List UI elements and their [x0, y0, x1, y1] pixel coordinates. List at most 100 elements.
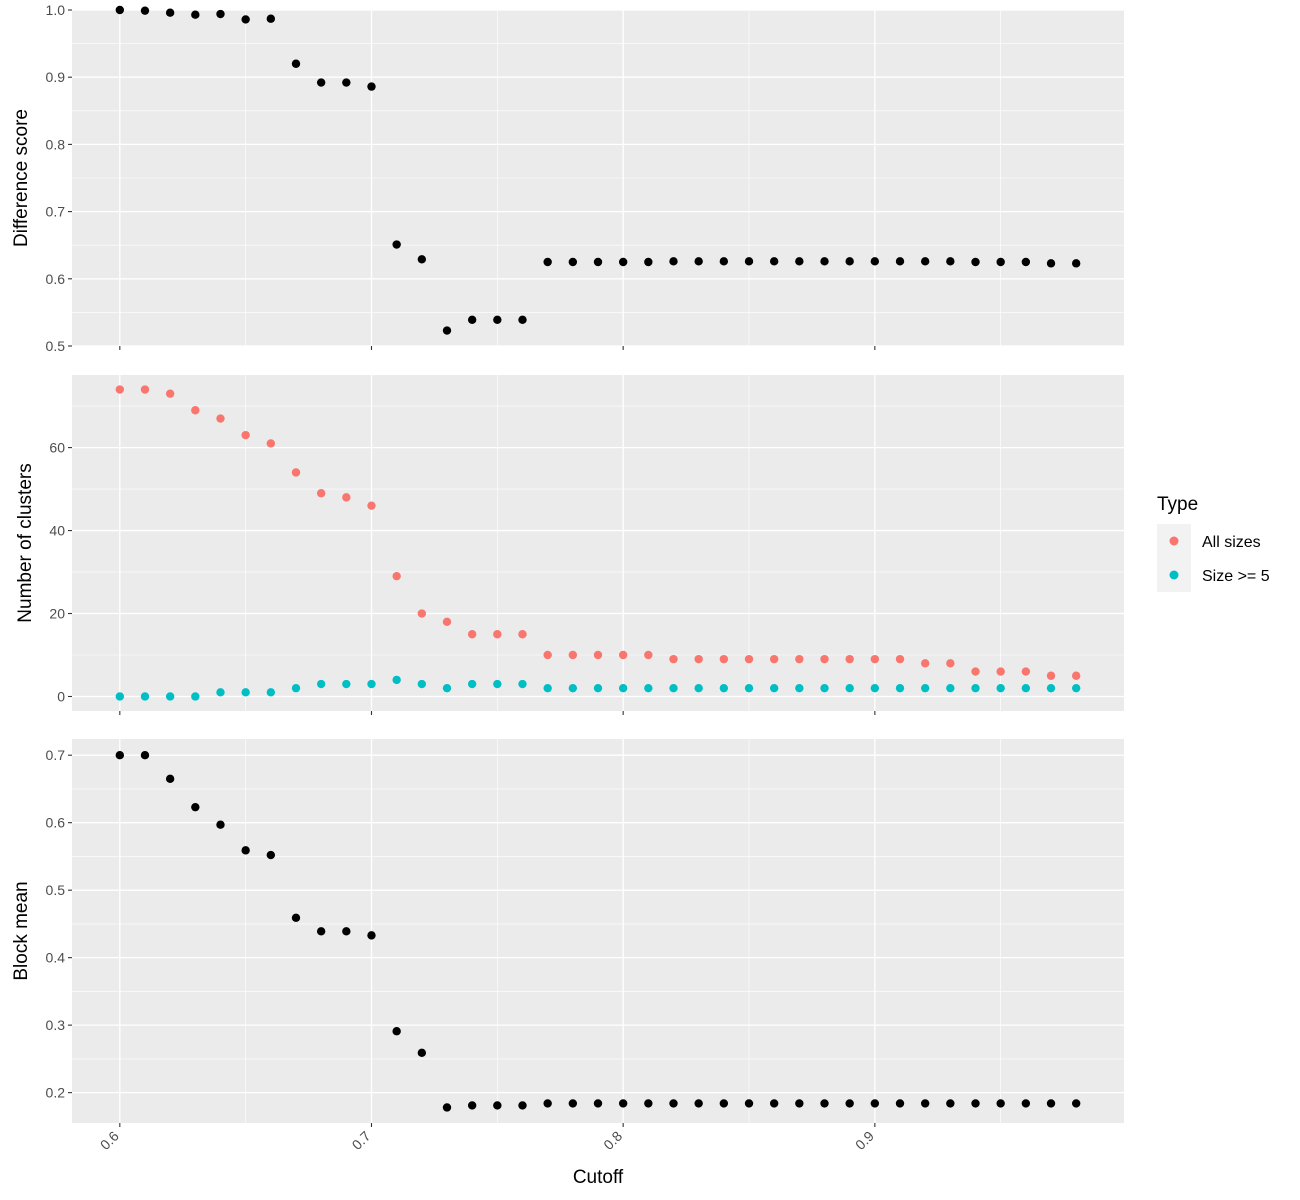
- data-point: [392, 1027, 401, 1036]
- data-point: [644, 683, 653, 693]
- data-point: [669, 654, 678, 664]
- data-point: [618, 650, 628, 660]
- data-point: [316, 78, 326, 87]
- data-point: [140, 750, 150, 760]
- data-point: [669, 1099, 678, 1108]
- data-point: [719, 1099, 729, 1108]
- data-point: [191, 406, 200, 415]
- data-point: [115, 5, 125, 15]
- data-point: [543, 650, 552, 660]
- data-point: [845, 683, 854, 693]
- y-tick-label: 0.4: [46, 950, 66, 966]
- data-point: [593, 257, 603, 267]
- data-point: [618, 1099, 628, 1108]
- legend-label-all-sizes: All sizes: [1202, 534, 1261, 551]
- data-point: [719, 654, 729, 664]
- data-point: [568, 683, 578, 693]
- data-point: [291, 913, 301, 923]
- data-point: [895, 257, 905, 266]
- data-point: [291, 468, 301, 477]
- data-point: [971, 683, 980, 693]
- data-point: [845, 1099, 854, 1108]
- y-axis-ticks: 0.2 0.3 0.4 0.5 0.6 0.7: [46, 747, 72, 1101]
- y-axis-title: Number of clusters: [15, 463, 36, 622]
- data-point: [795, 257, 804, 266]
- data-point: [493, 315, 502, 324]
- data-point: [543, 1099, 552, 1108]
- data-points: [115, 750, 1081, 1112]
- data-point: [1046, 1099, 1056, 1108]
- data-point: [568, 1099, 578, 1108]
- data-point: [291, 59, 301, 68]
- data-point: [191, 10, 200, 19]
- data-point: [971, 257, 980, 267]
- data-point: [417, 609, 427, 618]
- data-point: [266, 850, 276, 860]
- data-point: [895, 1099, 905, 1108]
- data-point: [518, 1101, 527, 1110]
- y-tick-label: 0.3: [46, 1017, 66, 1033]
- data-point: [316, 489, 326, 498]
- data-point: [971, 1099, 980, 1108]
- y-tick-label: 0.6: [46, 271, 66, 287]
- data-point: [140, 692, 150, 701]
- legend-key-all-sizes: [1169, 536, 1179, 546]
- data-point: [946, 683, 955, 693]
- data-point: [618, 683, 628, 693]
- data-point: [1046, 259, 1056, 268]
- y-tick-label: 40: [49, 523, 65, 539]
- x-axis-ticks: [119, 711, 876, 715]
- data-point: [417, 679, 427, 689]
- data-point: [996, 667, 1005, 676]
- data-point: [165, 389, 175, 398]
- data-point: [442, 617, 452, 627]
- data-point: [996, 257, 1005, 267]
- y-axis-ticks: 0 20 40 60: [49, 440, 72, 704]
- data-point: [795, 683, 804, 693]
- data-point: [769, 654, 779, 664]
- data-point: [417, 1048, 427, 1058]
- y-tick-label: 0.8: [46, 136, 66, 152]
- data-point: [342, 679, 351, 689]
- data-point: [669, 683, 678, 693]
- data-point: [820, 683, 829, 693]
- data-point: [895, 654, 905, 664]
- data-point: [669, 257, 678, 266]
- data-point: [467, 630, 477, 639]
- gridlines: [72, 739, 1124, 1123]
- data-point: [392, 571, 401, 581]
- data-point: [644, 257, 653, 267]
- data-point: [946, 659, 955, 668]
- data-point: [694, 1099, 703, 1108]
- data-point: [820, 257, 829, 266]
- data-point: [971, 667, 980, 676]
- legend-key-size-ge-5: [1169, 570, 1179, 580]
- data-point: [1046, 683, 1056, 693]
- data-point: [442, 683, 452, 693]
- data-point: [367, 679, 376, 689]
- y-tick-label: 0: [57, 688, 65, 704]
- data-point: [694, 683, 703, 693]
- data-point: [719, 683, 729, 693]
- data-point: [367, 82, 376, 91]
- data-point: [1021, 667, 1031, 676]
- data-point: [694, 257, 703, 266]
- data-point: [820, 1099, 829, 1108]
- data-point: [115, 692, 125, 701]
- data-point: [266, 688, 276, 697]
- data-point: [493, 630, 502, 639]
- difference-score-panel: 0.5 0.6 0.7 0.8 0.9 1.0 Difference score: [11, 2, 1124, 354]
- data-point: [744, 654, 754, 664]
- y-tick-label: 0.6: [46, 815, 66, 831]
- gridlines: [72, 9, 1124, 347]
- y-tick-label: 0.7: [46, 747, 66, 763]
- data-point: [493, 679, 502, 689]
- y-tick-label: 60: [49, 440, 65, 456]
- data-point: [316, 927, 326, 936]
- data-point: [191, 692, 200, 701]
- data-point: [342, 78, 351, 87]
- data-point: [543, 683, 552, 693]
- data-point: [694, 654, 703, 664]
- data-point: [241, 15, 250, 24]
